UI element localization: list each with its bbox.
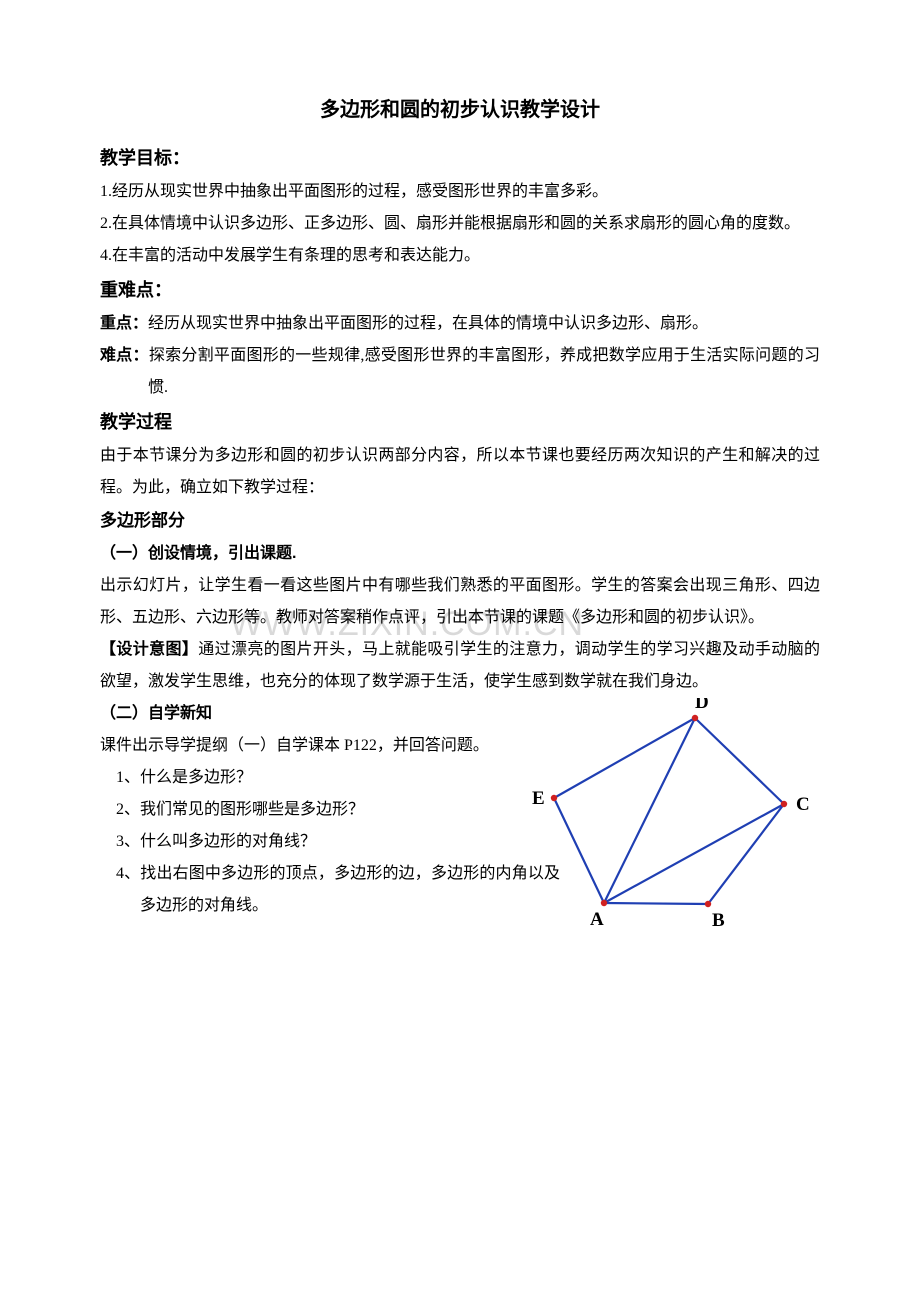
keypoint-label: 重点： xyxy=(100,315,148,332)
heading-process: 教学过程 xyxy=(100,404,820,440)
svg-text:A: A xyxy=(590,909,604,930)
section-1-heading: （一）创设情境，引出课题. xyxy=(100,538,820,570)
design-intent-label: 【设计意图】 xyxy=(100,641,198,658)
question-4: 4、找出右图中多边形的顶点，多边形的边，多边形的内角以及多边形的对角线。 xyxy=(100,858,560,922)
goal-item-1: 1.经历从现实世界中抽象出平面图形的过程，感受图形世界的丰富多彩。 xyxy=(100,176,820,208)
heading-keypoints: 重难点： xyxy=(100,272,820,308)
keypoint-row: 重点：经历从现实世界中抽象出平面图形的过程，在具体的情境中认识多边形、扇形。 xyxy=(100,308,820,340)
design-intent-text: 通过漂亮的图片开头，马上就能吸引学生的注意力，调动学生的学习兴趣及动手动脑的欲望… xyxy=(100,641,820,690)
svg-text:C: C xyxy=(796,794,810,815)
section-2-wrap: （二）自学新知 课件出示导学提纲（一）自学课本 P122，并回答问题。 1、什么… xyxy=(100,698,820,922)
question-2: 2、我们常见的图形哪些是多边形？ xyxy=(100,794,536,826)
goal-item-2: 2.在具体情境中认识多边形、正多边形、圆、扇形并能根据扇形和圆的关系求扇形的圆心… xyxy=(100,208,820,240)
section-1-design: 【设计意图】通过漂亮的图片开头，马上就能吸引学生的注意力，调动学生的学习兴趣及动… xyxy=(100,634,820,698)
difficulty-text: 探索分割平面图形的一些规律,感受图形世界的丰富图形，养成把数学应用于生活实际问题… xyxy=(148,347,820,396)
svg-text:E: E xyxy=(532,788,545,809)
section-1-para: 出示幻灯片，让学生看一看这些图片中有哪些我们熟悉的平面图形。学生的答案会出现三角… xyxy=(100,570,820,634)
svg-text:B: B xyxy=(712,910,725,931)
heading-polygon-part: 多边形部分 xyxy=(100,504,820,538)
doc-title: 多边形和圆的初步认识教学设计 xyxy=(100,90,820,130)
question-1: 1、什么是多边形？ xyxy=(100,762,536,794)
goal-item-3: 4.在丰富的活动中发展学生有条理的思考和表达能力。 xyxy=(100,240,820,272)
keypoint-text: 经历从现实世界中抽象出平面图形的过程，在具体的情境中认识多边形、扇形。 xyxy=(148,315,708,332)
svg-text:D: D xyxy=(695,698,709,713)
heading-goals: 教学目标： xyxy=(100,140,820,176)
difficulty-row: 难点：探索分割平面图形的一些规律,感受图形世界的丰富图形，养成把数学应用于生活实… xyxy=(100,340,820,404)
pentagon-diagram: A B C D E xyxy=(530,698,810,938)
difficulty-label: 难点： xyxy=(100,347,149,364)
document-content: 多边形和圆的初步认识教学设计 教学目标： 1.经历从现实世界中抽象出平面图形的过… xyxy=(100,90,820,922)
process-intro: 由于本节课分为多边形和圆的初步认识两部分内容，所以本节课也要经历两次知识的产生和… xyxy=(100,440,820,504)
question-3: 3、什么叫多边形的对角线？ xyxy=(100,826,536,858)
